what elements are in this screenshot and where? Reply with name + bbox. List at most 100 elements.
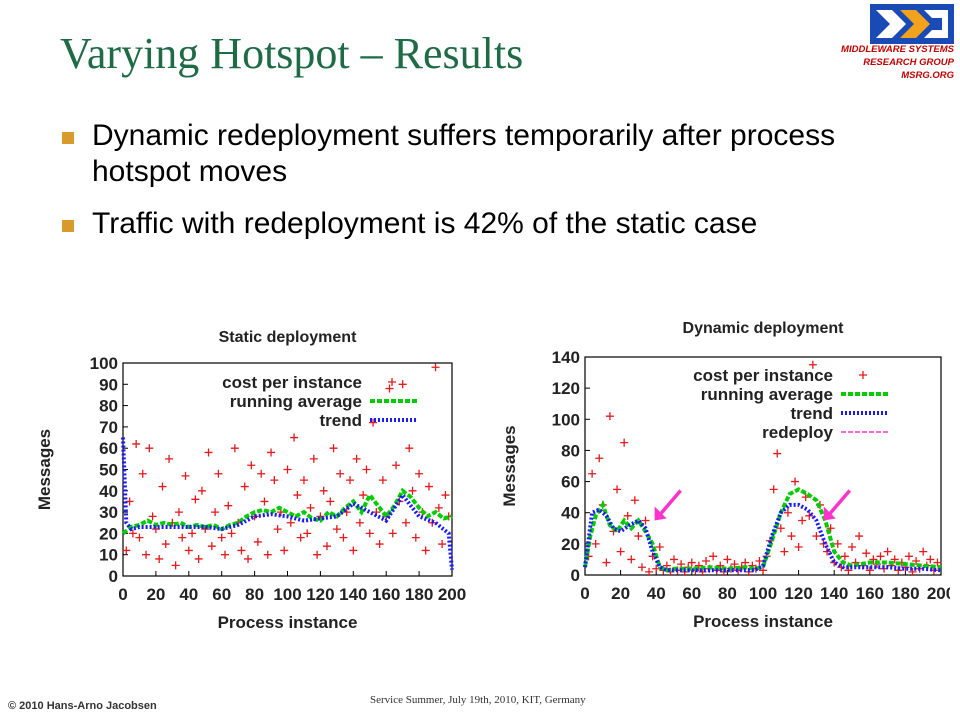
x-tick-label: 120 — [306, 585, 334, 604]
data-point-cost-per-instance — [904, 552, 913, 561]
data-point-cost-per-instance — [783, 508, 792, 517]
data-point-cost-per-instance — [855, 532, 864, 541]
data-point-cost-per-instance — [145, 444, 154, 453]
data-point-cost-per-instance — [165, 454, 174, 463]
data-point-cost-per-instance — [230, 444, 239, 453]
data-point-cost-per-instance — [694, 561, 703, 570]
x-tick-label: 200 — [927, 584, 950, 603]
data-point-cost-per-instance — [408, 486, 417, 495]
data-point-cost-per-instance — [780, 547, 789, 556]
legend-label: redeploy — [762, 423, 833, 442]
event-footer: Service Summer, July 19th, 2010, KIT, Ge… — [370, 694, 586, 706]
data-point-cost-per-instance — [128, 529, 137, 538]
data-point-cost-per-instance — [332, 525, 341, 534]
data-point-cost-per-instance — [171, 561, 180, 570]
data-point-cost-per-instance — [876, 552, 885, 561]
data-point-cost-per-instance — [211, 508, 220, 517]
data-point-cost-per-instance — [270, 476, 279, 485]
data-point-cost-per-instance — [142, 550, 151, 559]
data-point-cost-per-instance — [616, 547, 625, 556]
data-point-cost-per-instance — [392, 461, 401, 470]
data-point-cost-per-instance — [919, 547, 928, 556]
data-point-cost-per-instance — [253, 537, 262, 546]
data-point-cost-per-instance — [641, 516, 650, 525]
data-point-cost-per-instance — [132, 439, 141, 448]
data-point-cost-per-instance — [791, 477, 800, 486]
x-axis-label: Process instance — [693, 612, 833, 631]
data-point-cost-per-instance — [687, 558, 696, 567]
legend-label: cost per instance — [222, 373, 362, 392]
y-tick-label: 80 — [561, 441, 580, 460]
data-point-cost-per-instance — [411, 533, 420, 542]
data-point-cost-per-instance — [296, 533, 305, 542]
data-point-cost-per-instance — [794, 542, 803, 551]
data-point-cost-per-instance — [840, 552, 849, 561]
data-point-cost-per-instance — [191, 495, 200, 504]
data-point-cost-per-instance — [260, 497, 269, 506]
data-point-cost-per-instance — [240, 482, 249, 491]
slide-title: Varying Hotspot – Results — [60, 29, 524, 78]
x-tick-label: 200 — [438, 585, 466, 604]
x-tick-label: 20 — [611, 584, 630, 603]
x-tick-label: 140 — [820, 584, 848, 603]
research-group-label: MIDDLEWARE SYSTEMS RESEARCH GROUP MSRG.O… — [841, 43, 954, 82]
data-point-cost-per-instance — [826, 524, 835, 533]
redeploy-arrow-head — [654, 506, 667, 521]
data-point-cost-per-instance — [293, 491, 302, 500]
series-line-running-average — [583, 487, 942, 573]
data-point-cost-per-instance — [595, 454, 604, 463]
data-point-cost-per-instance — [174, 508, 183, 517]
data-point-cost-per-instance — [369, 418, 378, 427]
data-point-cost-per-instance — [602, 558, 611, 567]
data-point-cost-per-instance — [912, 556, 921, 565]
group-line-2: RESEARCH GROUP — [863, 57, 954, 68]
data-point-cost-per-instance — [375, 540, 384, 549]
data-point-cost-per-instance — [326, 497, 335, 506]
data-point-cost-per-instance — [388, 529, 397, 538]
data-point-cost-per-instance — [155, 554, 164, 563]
data-point-cost-per-instance — [309, 454, 318, 463]
chart-title: Dynamic deployment — [683, 320, 845, 337]
data-point-cost-per-instance — [730, 560, 739, 569]
x-tick-label: 120 — [784, 584, 812, 603]
legend-label: trend — [791, 404, 834, 423]
data-point-cost-per-instance — [280, 546, 289, 555]
series-line-trend — [583, 502, 942, 573]
data-point-cost-per-instance — [848, 542, 856, 551]
data-point-cost-per-instance — [865, 566, 874, 575]
y-tick-label: 40 — [99, 482, 118, 501]
data-point-cost-per-instance — [322, 542, 331, 551]
x-tick-label: 40 — [179, 585, 198, 604]
x-tick-label: 20 — [146, 585, 165, 604]
x-tick-label: 60 — [212, 585, 231, 604]
data-point-cost-per-instance — [204, 448, 213, 457]
y-axis-label: Messages — [35, 429, 54, 510]
y-tick-label: 100 — [552, 410, 580, 429]
data-point-cost-per-instance — [247, 461, 256, 470]
data-point-cost-per-instance — [645, 567, 654, 576]
data-point-cost-per-instance — [135, 533, 144, 542]
x-tick-label: 0 — [118, 585, 127, 604]
data-point-cost-per-instance — [630, 496, 639, 505]
series-line-running-average — [121, 487, 453, 535]
data-point-cost-per-instance — [346, 476, 355, 485]
data-point-cost-per-instance — [591, 539, 600, 548]
legend-swatch — [859, 371, 867, 379]
data-point-cost-per-instance — [702, 556, 711, 565]
x-tick-label: 140 — [339, 585, 367, 604]
y-tick-label: 0 — [109, 567, 118, 586]
msrg-logo — [870, 4, 954, 44]
data-point-cost-per-instance — [637, 563, 646, 572]
data-point-cost-per-instance — [122, 546, 131, 555]
data-point-cost-per-instance — [306, 503, 315, 512]
data-point-cost-per-instance — [623, 511, 632, 520]
data-point-cost-per-instance — [342, 508, 351, 517]
data-point-cost-per-instance — [605, 412, 614, 421]
data-point-cost-per-instance — [773, 449, 782, 458]
data-point-cost-per-instance — [181, 471, 190, 480]
y-tick-label: 20 — [561, 535, 580, 554]
data-point-cost-per-instance — [908, 567, 917, 576]
data-point-cost-per-instance — [890, 555, 899, 564]
y-tick-label: 100 — [90, 354, 118, 373]
data-point-cost-per-instance — [148, 512, 157, 521]
